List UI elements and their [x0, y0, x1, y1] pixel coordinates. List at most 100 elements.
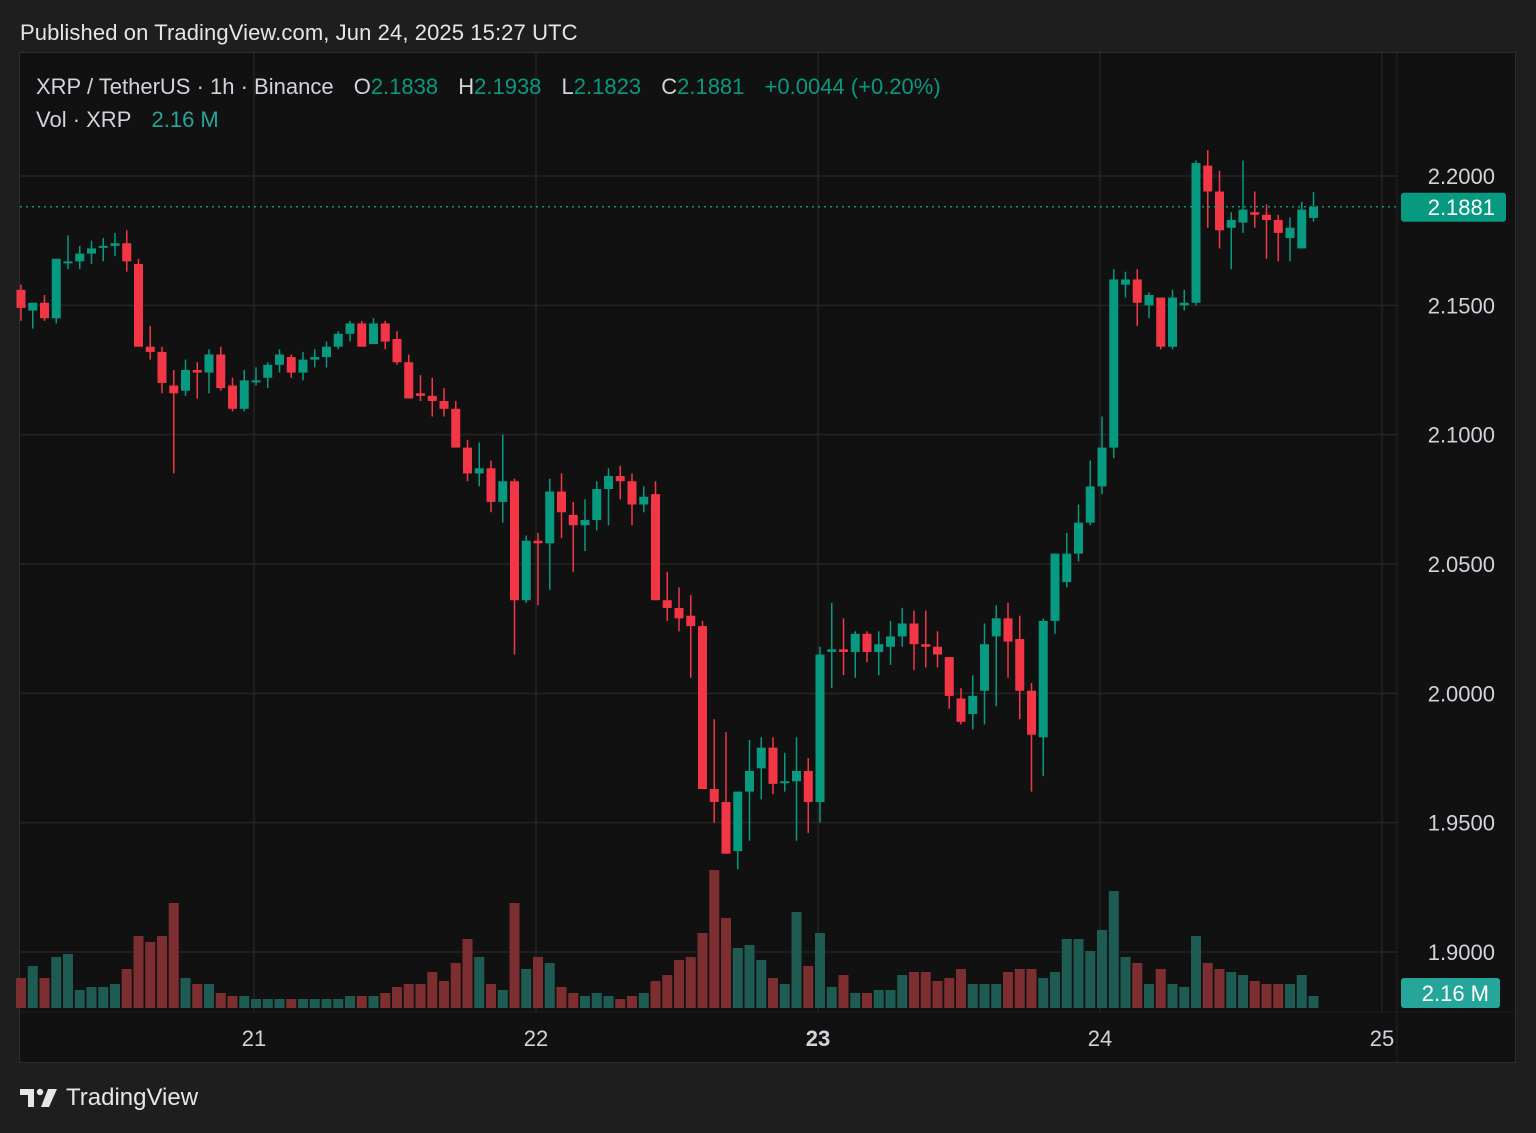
volume-bar	[697, 933, 708, 1008]
candle-body	[63, 261, 73, 264]
candle-body	[345, 323, 355, 334]
volume-bar	[1144, 984, 1154, 1008]
low-value: 2.1823	[573, 74, 642, 99]
volume-bar	[873, 990, 884, 1008]
change-value: +0.0044 (+0.20%)	[764, 74, 941, 99]
candle-body	[204, 354, 214, 373]
candle-body	[1250, 212, 1260, 215]
volume-bar	[1120, 957, 1131, 1008]
candles	[16, 150, 1318, 870]
candle-body	[286, 357, 296, 373]
volume-bar	[885, 990, 896, 1008]
volume-label[interactable]: Vol · XRP	[36, 107, 132, 132]
volume-bar	[239, 996, 250, 1008]
volume-bar	[533, 957, 543, 1008]
candle-body	[580, 520, 590, 526]
volume-bar	[956, 969, 966, 1008]
published-timestamp: Published on TradingView.com, Jun 24, 20…	[20, 20, 578, 45]
symbol-title[interactable]: XRP / TetherUS · 1h · Binance	[36, 74, 334, 99]
candle-body	[87, 248, 96, 254]
candle-body	[439, 401, 449, 409]
volume-bar	[262, 999, 273, 1008]
candle-body	[545, 491, 555, 544]
volume-bar	[1179, 987, 1190, 1008]
volume-bar	[86, 987, 97, 1008]
volume-bar	[1238, 975, 1248, 1008]
candle-body	[1003, 618, 1013, 642]
price-tick: 1.9500	[1428, 811, 1495, 836]
time-tick: 21	[242, 1026, 266, 1051]
volume-bar	[1085, 951, 1096, 1008]
volume-bar	[979, 984, 990, 1008]
high-value: 2.1938	[474, 74, 542, 99]
volume-bar	[1097, 930, 1107, 1008]
candle-body	[192, 370, 202, 373]
candle-body	[1273, 219, 1283, 233]
tradingview-logo[interactable]: TradingView	[20, 1084, 198, 1112]
volume-bar	[450, 963, 461, 1008]
candle-body	[897, 623, 907, 637]
candle-body	[604, 476, 613, 489]
candle-body	[980, 644, 989, 691]
volume-bar	[333, 999, 344, 1008]
volume-bar	[674, 960, 684, 1008]
candle-body	[251, 380, 261, 383]
candle-body	[850, 633, 860, 652]
candle-body	[463, 447, 472, 474]
volume-bar	[121, 969, 132, 1008]
volume-bar	[1050, 972, 1060, 1008]
volume-bar	[1191, 936, 1201, 1008]
candle-body	[1085, 486, 1095, 523]
volume-bar	[227, 996, 238, 1008]
current-price-text: 2.1881	[1428, 195, 1495, 220]
candle-body	[1062, 553, 1072, 583]
candle-body	[1038, 620, 1048, 738]
volume-bar	[439, 981, 449, 1008]
candle-body	[615, 476, 625, 482]
candle-body	[1156, 297, 1166, 347]
candle-body	[369, 323, 378, 345]
volume-bar	[1132, 963, 1143, 1008]
candle-body	[357, 323, 367, 347]
candle-body	[1132, 279, 1142, 303]
volume-bar	[298, 999, 308, 1008]
candle-body	[1297, 209, 1307, 249]
candle-body	[474, 468, 484, 474]
volume-bar	[744, 945, 755, 1008]
volume-bar	[486, 984, 496, 1008]
volume-bar	[474, 957, 485, 1008]
time-tick: 25	[1370, 1026, 1394, 1051]
volume-bar	[1261, 984, 1272, 1008]
volume-bar	[110, 984, 120, 1008]
volume-bar	[133, 936, 144, 1008]
candle-body	[134, 263, 143, 347]
volume-bar	[251, 999, 261, 1008]
candle-body	[51, 258, 61, 319]
volume-bar	[897, 975, 908, 1008]
volume-bar	[1003, 972, 1013, 1008]
candle-body	[557, 491, 566, 513]
time-tick: 23	[806, 1026, 830, 1051]
candle-body	[310, 357, 320, 360]
volume-bar	[1061, 939, 1072, 1008]
candle-body	[803, 770, 813, 802]
candle-body	[392, 338, 402, 363]
close-label: C	[661, 74, 678, 99]
candle-body	[216, 354, 226, 389]
volume-bar	[309, 999, 320, 1008]
volume-bar	[944, 978, 955, 1008]
candle-body	[75, 253, 85, 262]
time-tick: 24	[1088, 1026, 1112, 1051]
volume-bar	[1167, 984, 1178, 1008]
candle-body	[956, 698, 966, 722]
candle-body	[944, 657, 954, 696]
volume-bar	[756, 960, 767, 1008]
candle-body	[662, 600, 672, 608]
volume-bar	[509, 903, 520, 1008]
volume-bar	[1155, 969, 1166, 1008]
volume-bar	[368, 996, 379, 1008]
candle-body	[98, 245, 108, 248]
candle-body	[745, 770, 754, 792]
price-tick: 2.0000	[1428, 681, 1495, 706]
